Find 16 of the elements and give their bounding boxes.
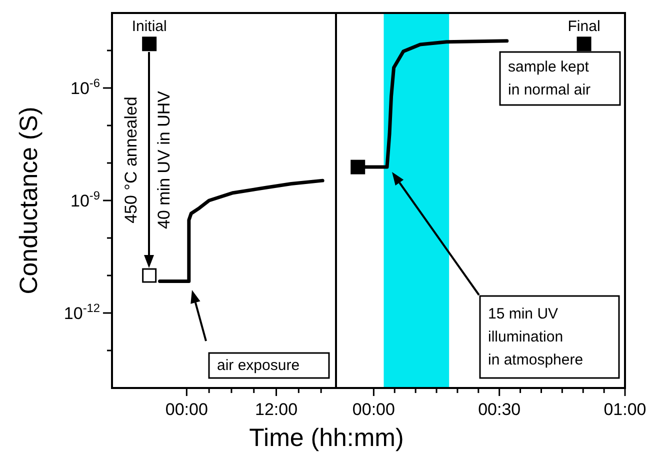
x-tick-label: 00:30 [478,400,521,419]
x-tick-label: 12:00 [254,400,298,419]
y-tick-label: 10$^{-6}$ [70,76,100,98]
x-axis-title: Time (hh:mm) [249,424,404,452]
y-axis-title: Conductance (S) [15,106,43,294]
annotation: air exposure [217,357,300,374]
annotation: 15 min UV illumination in atmosphere [488,306,584,368]
y-tick-label: 10$^{-12}$ [64,301,100,323]
x-tick-label: 01:00 [604,400,646,419]
x-tick-label: 00:00 [352,400,395,419]
annotation: sample kept in normal air [508,58,591,98]
series-label: Final [568,18,600,35]
annotation: 450 °C annealed 40 min UV in UHV [122,90,174,229]
x-tick-label: 00:00 [165,400,208,419]
y-tick-label: 10$^{-9}$ [70,188,100,210]
series-label: Initial [132,18,167,35]
